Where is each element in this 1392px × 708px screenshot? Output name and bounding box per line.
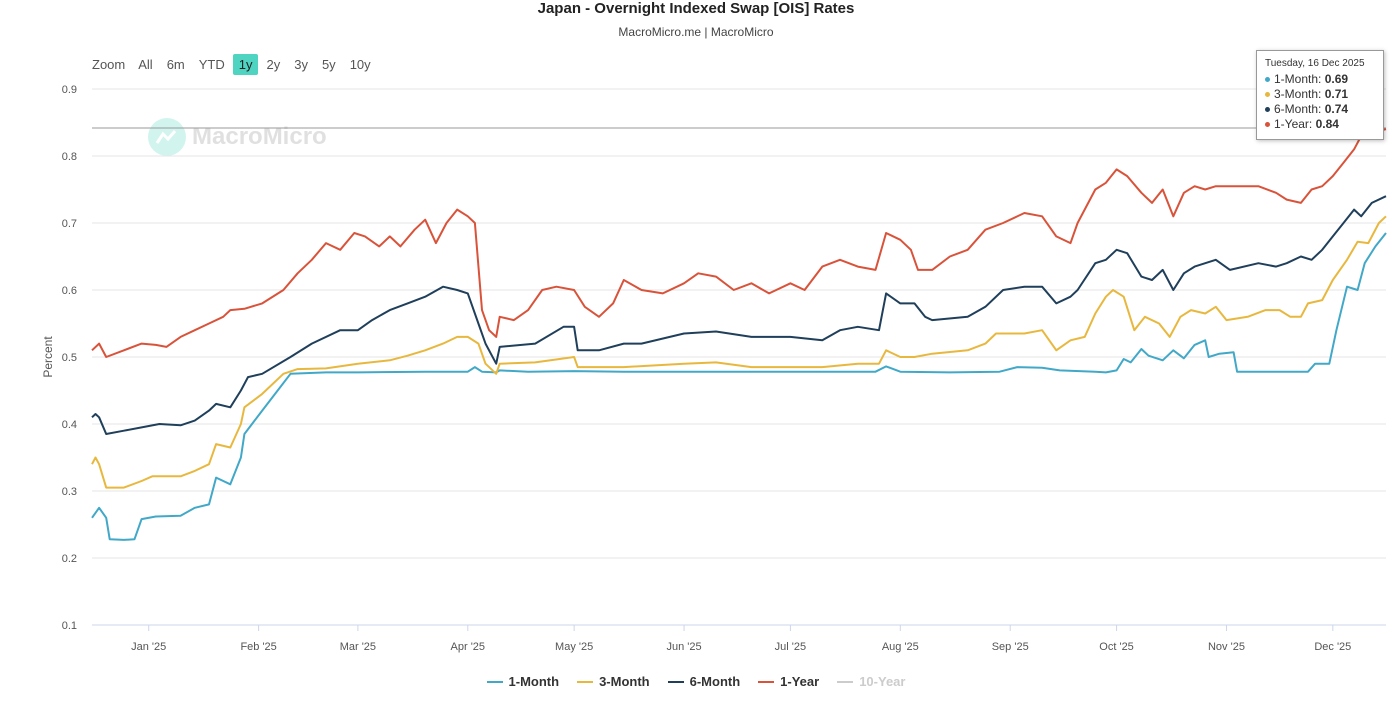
zoom-bar: Zoom All 6m YTD 1y 2y 3y 5y 10y (86, 54, 378, 75)
legend-swatch (486, 680, 503, 683)
series-line-6-month[interactable] (91, 195, 1387, 435)
y-tick-label: 0.5 (62, 352, 77, 364)
chart-grid (92, 88, 1386, 626)
y-tick-label: 0.1 (62, 620, 77, 632)
x-tick-label: Aug '25 (882, 641, 919, 653)
x-tick-label: Oct '25 (1099, 641, 1134, 653)
hover-tooltip: Tuesday, 16 Dec 2025 1-Month: 0.69 3-Mon… (1256, 50, 1384, 140)
y-axis-label: Percent (41, 336, 55, 378)
chart-title: Japan - Overnight Indexed Swap [OIS] Rat… (537, 0, 855, 17)
y-tick-label: 0.7 (62, 218, 77, 230)
y-tick-label: 0.2 (62, 553, 77, 565)
tooltip-row-3-month: 3-Month: 0.71 (1265, 87, 1375, 102)
series-lines (91, 128, 1387, 541)
legend-item-1-month[interactable]: 1-Month (486, 674, 559, 689)
zoom-10y-button[interactable]: 10y (349, 57, 371, 72)
zoom-3y-button[interactable]: 3y (294, 57, 308, 72)
y-tick-label: 0.6 (62, 285, 77, 297)
series-line-3-month[interactable] (91, 215, 1387, 489)
x-tick-label: Jul '25 (775, 641, 806, 653)
legend-item-1-year[interactable]: 1-Year (758, 674, 819, 689)
tooltip-row-6-month: 6-Month: 0.74 (1265, 102, 1375, 117)
macromicro-logo-icon (148, 118, 186, 156)
series-dot-icon (1265, 77, 1270, 83)
y-tick-label: 0.8 (62, 151, 77, 163)
chart-subtitle: MacroMicro.me | MacroMicro (618, 25, 774, 39)
x-tick-label: Apr '25 (451, 641, 486, 653)
x-tick-label: Dec '25 (1314, 641, 1351, 653)
legend-item-3-month[interactable]: 3-Month (577, 674, 650, 689)
series-line-1-year[interactable] (91, 128, 1387, 358)
y-axis-ticks: 0.1 0.2 0.3 0.4 0.5 0.6 0.7 0.8 0.9 (62, 84, 77, 632)
series-dot-icon (1265, 122, 1270, 128)
x-tick-label: Sep '25 (992, 641, 1029, 653)
x-tick-label: May '25 (555, 641, 593, 653)
x-tick-label: Mar '25 (340, 641, 376, 653)
x-tick-label: Feb '25 (240, 641, 276, 653)
tooltip-date: Tuesday, 16 Dec 2025 (1265, 58, 1365, 69)
y-tick-label: 0.4 (62, 419, 77, 431)
zoom-2y-button[interactable]: 2y (266, 57, 281, 72)
zoom-5y-button[interactable]: 5y (321, 57, 336, 72)
zoom-6m-button[interactable]: 6m (166, 57, 185, 72)
legend-item-10-year[interactable]: 10-Year (837, 674, 905, 689)
chart-legend: 1-Month 3-Month 6-Month 1-Year 10-Year (0, 674, 1392, 689)
series-dot-icon (1265, 92, 1270, 98)
zoom-label: Zoom (92, 57, 126, 72)
x-axis-ticks: Jan '25 Feb '25 Mar '25 Apr '25 May '25 Jun '… (131, 625, 1351, 653)
y-tick-label: 0.3 (62, 486, 77, 498)
legend-swatch (837, 680, 854, 683)
y-tick-label: 0.9 (62, 84, 77, 96)
tooltip-row-1-year: 1-Year: 0.84 (1265, 117, 1375, 132)
zoom-all-button[interactable]: All (138, 57, 153, 72)
zoom-1y-button[interactable]: 1y (232, 54, 259, 75)
zoom-ytd-button[interactable]: YTD (198, 57, 225, 72)
legend-swatch (577, 680, 594, 683)
series-line-1-month[interactable] (91, 232, 1387, 541)
legend-swatch (758, 680, 775, 683)
legend-item-6-month[interactable]: 6-Month (667, 674, 740, 689)
series-dot-icon (1265, 107, 1270, 113)
x-tick-label: Jun '25 (666, 641, 701, 653)
legend-swatch (667, 680, 684, 683)
x-tick-label: Jan '25 (131, 641, 166, 653)
x-tick-label: Nov '25 (1208, 641, 1245, 653)
tooltip-row-1-month: 1-Month: 0.69 (1265, 72, 1375, 87)
